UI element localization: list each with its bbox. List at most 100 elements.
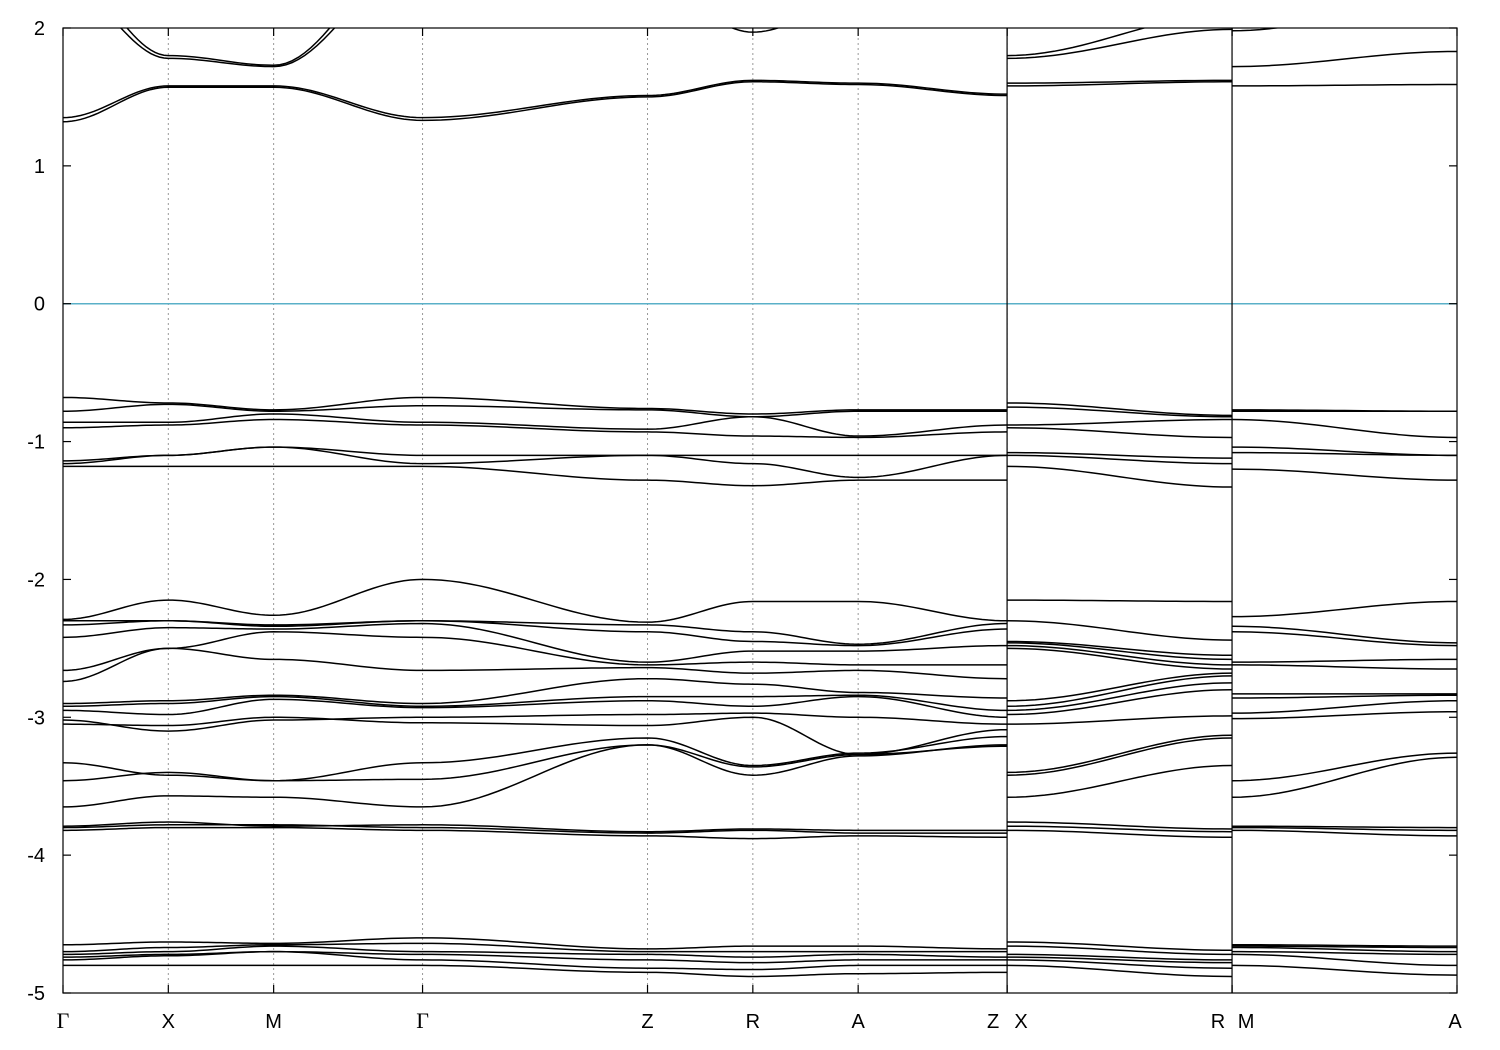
- band-line-seg1-5: [63, 942, 1008, 953]
- band-line-seg2-24: [1007, 465, 1233, 488]
- band-line-seg1-10: [63, 744, 1008, 808]
- band-line-seg2-31: [1007, 81, 1233, 87]
- band-line-seg2-3: [1007, 956, 1233, 964]
- band-line-seg1-15: [63, 695, 1008, 719]
- band-line-seg2-22: [1007, 620, 1233, 641]
- band-line-seg2-32: [1007, 79, 1233, 84]
- band-line-seg3-24: [1232, 418, 1457, 439]
- band-line-seg2-10: [1007, 764, 1233, 798]
- y-tick-label: -3: [27, 707, 45, 729]
- band-line-seg1-11: [63, 744, 1008, 782]
- band-line-seg2-7: [1007, 829, 1233, 838]
- band-line-seg3-12: [1232, 711, 1457, 720]
- band-curves: [63, 28, 1457, 978]
- band-line-seg3-19: [1232, 625, 1457, 644]
- band-line-seg3-10: [1232, 756, 1457, 798]
- band-line-seg1-4: [63, 945, 1008, 958]
- x-tick-label: A: [1448, 1011, 1462, 1033]
- band-line-seg2-33: [1007, 28, 1233, 60]
- band-line-seg2-34: [1007, 28, 1147, 57]
- band-line-seg1-8: [63, 824, 1008, 834]
- y-tick-label: -5: [27, 983, 45, 1005]
- band-line-seg2-5: [1007, 945, 1233, 956]
- band-line-seg1-27: [63, 418, 1008, 439]
- band-line-seg3-23: [1232, 446, 1457, 457]
- band-line-seg2-19: [1007, 644, 1233, 666]
- band-line-seg3-21: [1232, 468, 1457, 481]
- band-line-seg3-17: [1232, 658, 1457, 663]
- band-line-seg3-18: [1232, 631, 1457, 647]
- band-line-seg2-26: [1007, 451, 1233, 459]
- band-line-seg2-8: [1007, 825, 1233, 833]
- band-line-seg2-16: [1007, 675, 1233, 708]
- band-line-seg1-17: [63, 677, 1008, 705]
- band-line-seg3-1: [1232, 964, 1457, 976]
- band-line-seg2-2: [1007, 959, 1233, 969]
- band-line-seg1-12: [63, 735, 1008, 782]
- band-line-seg2-30: [1007, 402, 1233, 417]
- band-line-seg2-13: [1007, 715, 1233, 725]
- x-tick-label: R: [1211, 1011, 1225, 1033]
- band-line-seg1-29: [63, 403, 1008, 418]
- x-tick-label: Γ: [416, 1008, 429, 1033]
- x-tick-label: X: [162, 1011, 175, 1033]
- band-line-seg2-6: [1007, 941, 1233, 952]
- band-line-seg3-2: [1232, 953, 1457, 967]
- band-line-seg1-24: [63, 465, 1008, 487]
- band-line-seg1-18: [63, 647, 1008, 683]
- band-line-seg3-14: [1232, 694, 1457, 699]
- band-line-seg1-21: [63, 620, 1008, 647]
- band-line-seg1-1: [63, 964, 1008, 978]
- band-line-seg1-14: [63, 712, 1008, 732]
- band-line-seg1-28: [63, 413, 1008, 437]
- band-line-seg2-9: [1007, 821, 1233, 830]
- band-line-seg2-27: [1007, 427, 1233, 439]
- band-line-seg1-32: [63, 79, 1008, 119]
- band-line-seg3-28: [1232, 50, 1457, 68]
- band-line-seg2-14: [1007, 688, 1233, 716]
- band-line-seg3-20: [1232, 600, 1457, 618]
- band-line-seg1-16: [63, 694, 1008, 712]
- band-line-seg3-26: [1232, 409, 1457, 412]
- band-line-seg3-5: [1232, 945, 1457, 949]
- band-line-seg1-13: [63, 716, 1008, 756]
- y-tick-label: 2: [34, 18, 45, 40]
- x-tick-label: M: [265, 1011, 282, 1033]
- band-line-seg2-28: [1007, 418, 1233, 426]
- band-line-seg1-20: [63, 622, 1008, 663]
- band-line-seg3-7: [1232, 829, 1457, 837]
- band-line-seg3-16: [1232, 664, 1457, 670]
- x-tick-label: R: [746, 1011, 760, 1033]
- y-axis-ticks: -5 -4 -3 -2 -1 0 1 2: [27, 18, 1457, 1005]
- band-line-seg1-30: [63, 396, 1008, 415]
- band-line-seg2-11: [1007, 737, 1233, 776]
- band-line-seg1-34: [126, 28, 331, 66]
- x-tick-label: X: [1014, 1011, 1027, 1033]
- band-line-seg2-18: [1007, 647, 1233, 670]
- band-line-seg2-21: [1007, 640, 1233, 656]
- band-line-seg2-4: [1007, 953, 1233, 961]
- band-line-seg1-33: [119, 28, 780, 68]
- band-line-seg2-20: [1007, 642, 1233, 661]
- band-line-seg3-8: [1232, 826, 1457, 832]
- band-line-seg1-26: [63, 446, 1008, 462]
- band-line-seg3-9: [1232, 825, 1457, 829]
- band-line-seg1-6: [63, 937, 1008, 950]
- vertical-gridlines: [167, 28, 1233, 993]
- band-line-seg3-6: [1232, 944, 1457, 947]
- band-line-seg3-13: [1232, 699, 1457, 714]
- y-tick-label: -1: [27, 432, 45, 454]
- x-tick-label: Γ: [57, 1008, 70, 1033]
- band-line-seg1-22: [63, 620, 1008, 645]
- x-tick-label: Z: [987, 1011, 999, 1033]
- band-line-seg2-23: [1007, 599, 1233, 603]
- y-tick-label: 1: [34, 156, 45, 178]
- band-line-seg1-9: [63, 821, 1008, 833]
- band-line-seg3-11: [1232, 752, 1457, 782]
- x-tick-label: A: [851, 1011, 865, 1033]
- x-tick-label: Z: [641, 1011, 653, 1033]
- band-line-seg1-3: [63, 950, 1008, 964]
- band-line-seg2-12: [1007, 734, 1233, 774]
- plot-frame: [62, 27, 1458, 994]
